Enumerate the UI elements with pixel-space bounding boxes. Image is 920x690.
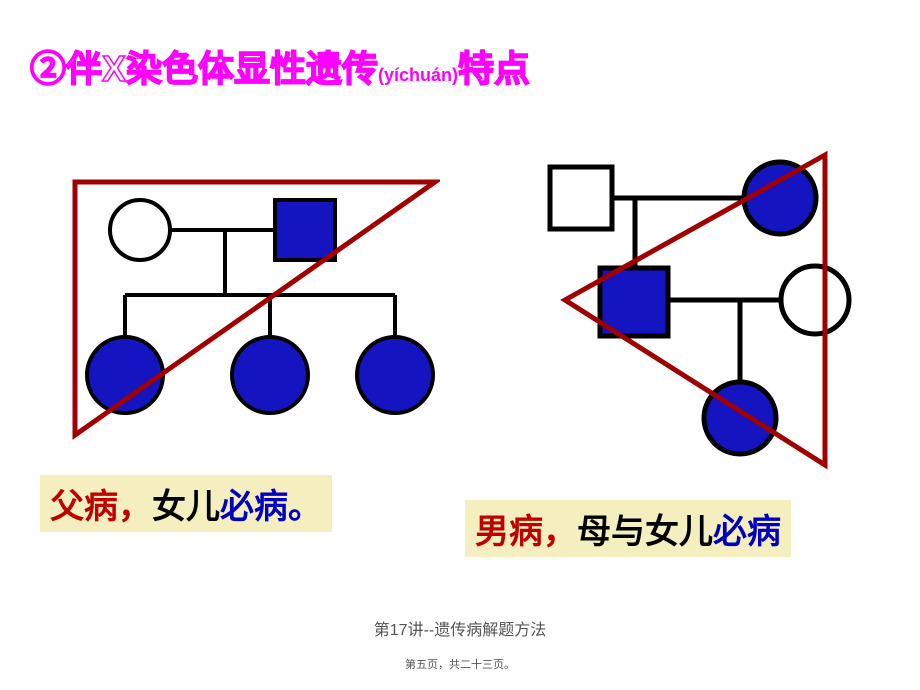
footer-lecture: 第17讲--遗传病解题方法: [0, 616, 920, 640]
pedigree-left: [40, 160, 440, 460]
title-pinyin: (yíchuán): [378, 65, 458, 85]
pedigree-dau3: [357, 337, 433, 413]
slide-title: ②伴X染色体显性遗传(yíchuán)特点: [30, 40, 530, 92]
pedigree-wife: [781, 266, 849, 334]
caption-part: 男病，: [475, 513, 577, 551]
title-suffix: 特点: [458, 48, 530, 89]
caption-part: 女儿: [152, 488, 220, 526]
caption-right: 男病，母与女儿必病: [465, 500, 791, 557]
pedigree-mother: [744, 162, 816, 234]
title-prefix: ②伴X染色体显性遗传: [30, 48, 378, 89]
pedigree-husband: [550, 167, 612, 229]
pedigree-mother: [110, 200, 170, 260]
caption-part: 必病。: [220, 488, 322, 526]
caption-left: 父病，女儿必病。: [40, 475, 332, 532]
footer-page: 第五页，共二十三页。: [0, 656, 920, 672]
caption-part: 母与女儿: [577, 513, 713, 551]
caption-part: 必病: [713, 513, 781, 551]
pedigree-right: [505, 140, 905, 480]
pedigree-dau2: [232, 337, 308, 413]
caption-part: 父病，: [50, 488, 152, 526]
pedigree-father: [275, 200, 335, 260]
